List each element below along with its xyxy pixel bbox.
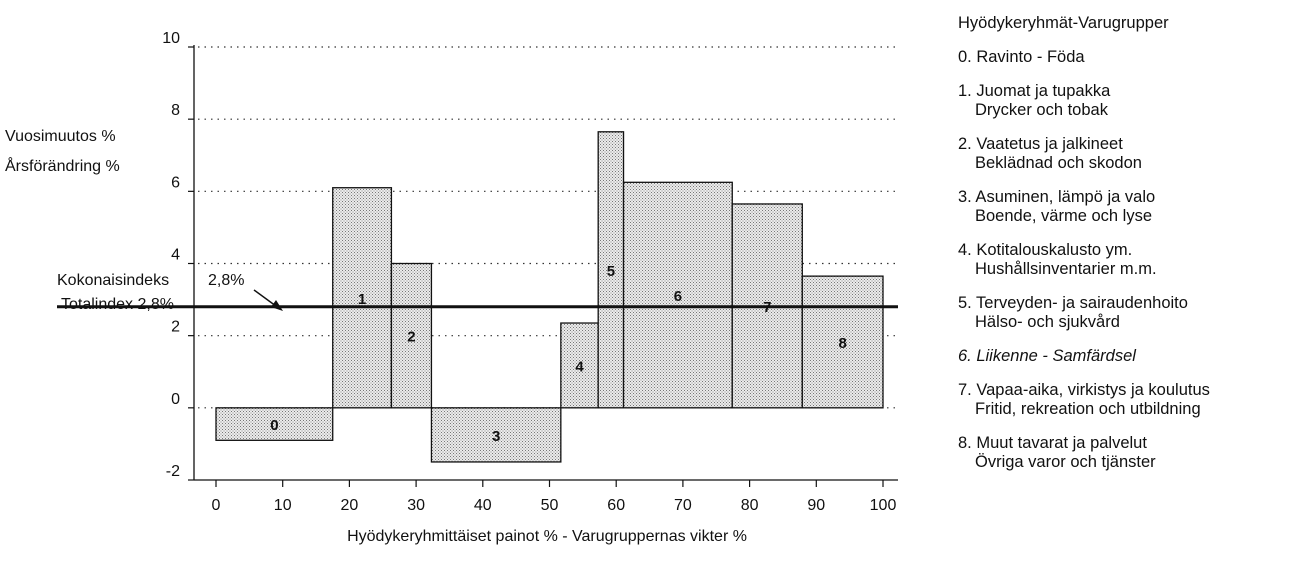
legend-item-8: 8. Muut tavarat ja palvelut Övriga varor… [958, 434, 1288, 472]
y-tick-label-0: -2 [166, 463, 180, 480]
x-tick-label-10: 100 [870, 497, 897, 514]
bar-8 [801, 275, 884, 409]
x-tick-label-3: 30 [407, 497, 425, 514]
legend-item-1: 1. Juomat ja tupakka Drycker och tobak [958, 82, 1288, 120]
x-tick-label-2: 20 [341, 497, 359, 514]
x-tick-label-9: 90 [807, 497, 825, 514]
legend-item-3-line1: 3. Asuminen, lämpö ja valo [958, 188, 1156, 206]
legend-title: Hyödykeryhmät-Varugrupper [958, 14, 1169, 32]
bar-label-2: 2 [407, 329, 415, 346]
legend-item-5: 5. Terveyden- ja sairaudenhoito Hälso- o… [958, 294, 1288, 332]
legend-item-2-line2: Beklädnad och skodon [975, 154, 1142, 172]
x-tick-label-1: 10 [274, 497, 292, 514]
bar-label-0: 0 [270, 417, 278, 434]
legend-item-4-line2: Hushållsinventarier m.m. [975, 260, 1157, 278]
legend-item-4-line1: 4. Kotitalouskalusto ym. [958, 241, 1133, 259]
bar-label-5: 5 [607, 263, 615, 280]
bar-label-1: 1 [358, 291, 366, 308]
x-tick-label-7: 70 [674, 497, 692, 514]
legend-item-5-line2: Hälso- och sjukvård [975, 313, 1120, 331]
legend-item-7-line2: Fritid, rekreation och utbildning [975, 400, 1201, 418]
legend-item-4: 4. Kotitalouskalusto ym. Hushållsinventa… [958, 241, 1288, 279]
legend: Hyödykeryhmät-Varugrupper 0. Ravinto - F… [958, 14, 1288, 487]
x-tick-label-0: 0 [212, 497, 221, 514]
x-tick-label-8: 80 [741, 497, 759, 514]
legend-item-1-line2: Drycker och tobak [975, 101, 1108, 119]
bar-5 [597, 131, 625, 409]
legend-item-5-line1: 5. Terveyden- ja sairaudenhoito [958, 294, 1188, 312]
bar-1 [332, 187, 393, 409]
bar-0 [215, 407, 334, 441]
x-tick-label-5: 50 [541, 497, 559, 514]
bar-label-4: 4 [575, 358, 584, 375]
y-tick-label-2: 2 [171, 319, 180, 336]
legend-item-6-line1: 6. Liikenne - Samfärdsel [958, 347, 1136, 365]
x-axis-title: Hyödykeryhmittäiset painot % - Varugrupp… [347, 528, 747, 545]
y-tick-label-3: 4 [171, 247, 180, 264]
y-tick-label-6: 10 [162, 30, 180, 47]
bar-label-8: 8 [838, 335, 846, 352]
y-tick-label-1: 0 [171, 391, 180, 408]
y-axis-title-sv: Årsförändring % [5, 156, 120, 175]
legend-item-0: 0. Ravinto - Föda [958, 48, 1288, 67]
bar-6 [622, 181, 733, 409]
bar-2 [390, 262, 433, 409]
legend-item-7: 7. Vapaa-aika, virkistys ja koulutus Fri… [958, 381, 1288, 419]
legend-item-8-line1: 8. Muut tavarat ja palvelut [958, 434, 1147, 452]
bar-label-6: 6 [674, 288, 682, 305]
bars: 012345678 [215, 131, 884, 463]
legend-item-0-line1: 0. Ravinto - Föda [958, 48, 1085, 66]
axis-labels: Hyödykeryhmittäiset painot % - Varugrupp… [5, 128, 747, 545]
legend-item-7-line1: 7. Vapaa-aika, virkistys ja koulutus [958, 381, 1210, 399]
reference-label-fi: Kokonaisindeks [57, 272, 169, 289]
bar-3 [430, 407, 562, 463]
legend-item-2: 2. Vaatetus ja jalkineet Beklädnad och s… [958, 135, 1288, 173]
bar-label-3: 3 [492, 428, 500, 445]
reference-label-sv: Totalindex 2,8% [61, 296, 174, 313]
legend-item-3: 3. Asuminen, lämpö ja valo Boende, värme… [958, 188, 1288, 226]
bar-4 [560, 322, 599, 409]
legend-item-3-line2: Boende, värme och lyse [975, 207, 1153, 225]
y-tick-label-5: 8 [171, 102, 180, 119]
x-tick-label-4: 40 [474, 497, 492, 514]
legend-item-2-line1: 2. Vaatetus ja jalkineet [958, 135, 1123, 153]
reference-value-label: 2,8% [208, 272, 244, 289]
y-axis-title-fi: Vuosimuutos % [5, 128, 116, 145]
chart: 012345678 -20246810010203040506070809010… [5, 30, 898, 545]
legend-item-8-line2: Övriga varor och tjänster [975, 453, 1156, 471]
y-tick-label-4: 6 [171, 174, 180, 191]
legend-item-1-line1: 1. Juomat ja tupakka [958, 82, 1111, 100]
x-tick-label-6: 60 [607, 497, 625, 514]
legend-item-6: 6. Liikenne - Samfärdsel [958, 347, 1288, 366]
